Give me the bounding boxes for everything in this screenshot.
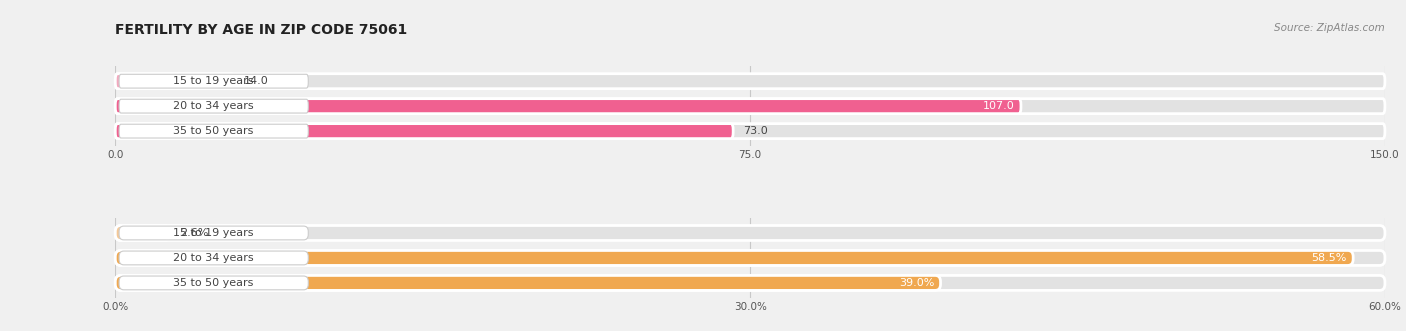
Text: FERTILITY BY AGE IN ZIP CODE 75061: FERTILITY BY AGE IN ZIP CODE 75061 (115, 23, 408, 37)
FancyBboxPatch shape (115, 225, 1385, 241)
FancyBboxPatch shape (120, 124, 308, 138)
FancyBboxPatch shape (115, 99, 1385, 114)
FancyBboxPatch shape (115, 251, 1353, 265)
FancyBboxPatch shape (120, 74, 308, 88)
Text: 20 to 34 years: 20 to 34 years (173, 101, 254, 111)
FancyBboxPatch shape (120, 276, 308, 290)
FancyBboxPatch shape (115, 123, 733, 139)
FancyBboxPatch shape (120, 99, 308, 113)
Text: 58.5%: 58.5% (1312, 253, 1347, 263)
FancyBboxPatch shape (115, 74, 233, 89)
Text: 15 to 19 years: 15 to 19 years (173, 228, 254, 238)
FancyBboxPatch shape (115, 74, 1385, 89)
FancyBboxPatch shape (120, 251, 308, 265)
Text: 73.0: 73.0 (744, 126, 768, 136)
Text: 20 to 34 years: 20 to 34 years (173, 253, 254, 263)
Text: 14.0: 14.0 (245, 76, 269, 86)
FancyBboxPatch shape (115, 123, 1385, 139)
Text: Source: ZipAtlas.com: Source: ZipAtlas.com (1274, 23, 1385, 33)
FancyBboxPatch shape (115, 275, 941, 290)
FancyBboxPatch shape (115, 251, 1385, 265)
Text: 107.0: 107.0 (983, 101, 1015, 111)
Text: 2.6%: 2.6% (180, 228, 209, 238)
Text: 39.0%: 39.0% (898, 278, 934, 288)
FancyBboxPatch shape (115, 225, 170, 241)
Text: 35 to 50 years: 35 to 50 years (173, 278, 254, 288)
FancyBboxPatch shape (120, 226, 308, 240)
Text: 35 to 50 years: 35 to 50 years (173, 126, 254, 136)
Text: 15 to 19 years: 15 to 19 years (173, 76, 254, 86)
FancyBboxPatch shape (115, 99, 1021, 114)
FancyBboxPatch shape (115, 275, 1385, 290)
